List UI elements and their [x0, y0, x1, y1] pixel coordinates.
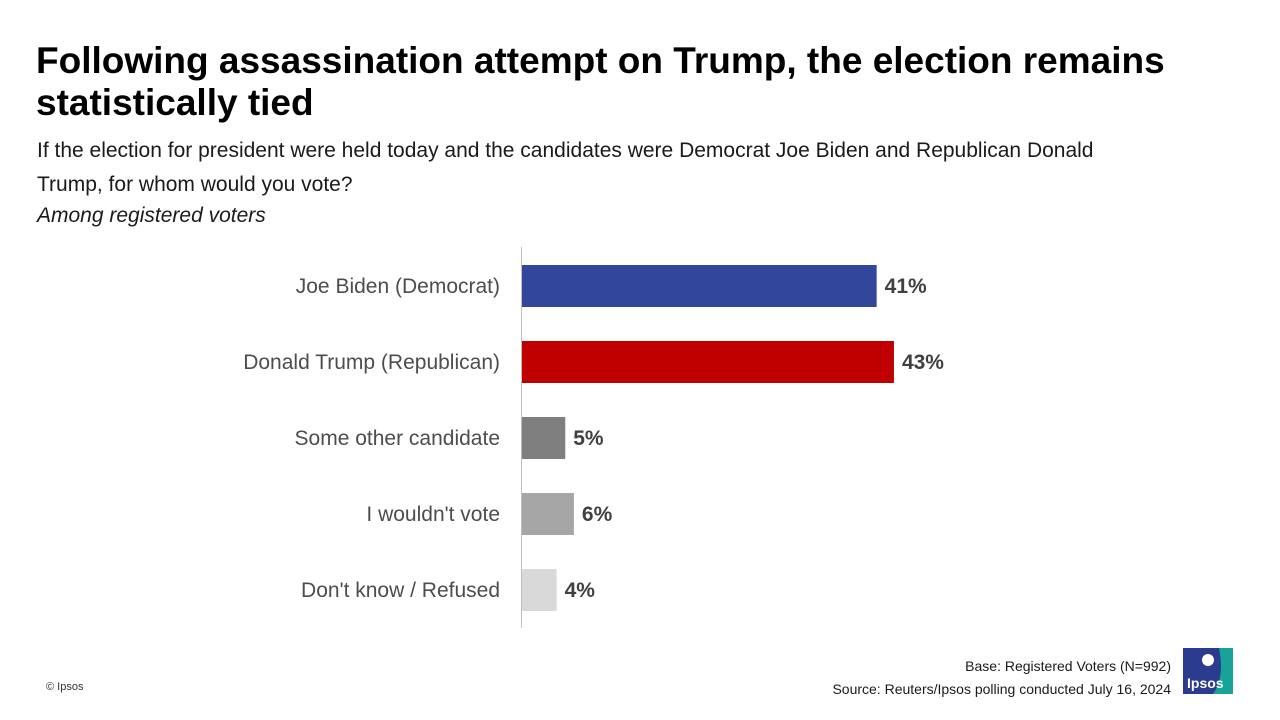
category-label-joe-biden-democrat: Joe Biden (Democrat): [296, 275, 500, 298]
category-label-i-wouldn-t-vote: I wouldn't vote: [366, 503, 500, 526]
value-label-donald-trump-republican: 43%: [902, 351, 944, 374]
logo-dot: [1202, 654, 1214, 666]
footer-source: Source: Reuters/Ipsos polling conducted …: [832, 681, 1171, 697]
category-label-donald-trump-republican: Donald Trump (Republican): [243, 351, 500, 374]
bar-i-wouldn-t-vote: [522, 493, 574, 535]
footer-base: Base: Registered Voters (N=992): [965, 658, 1171, 674]
value-label-some-other-candidate: 5%: [573, 427, 604, 450]
bar-joe-biden-democrat: [522, 265, 877, 307]
category-label-some-other-candidate: Some other candidate: [295, 427, 500, 450]
base-note: Among registered voters: [37, 204, 266, 227]
bar-some-other-candidate: [522, 417, 566, 459]
chart-subtitle: If the election for president were held …: [37, 139, 1094, 196]
bar-donald-trump-republican: [522, 341, 894, 383]
footer: Base: Registered Voters (N=992) Source: …: [832, 655, 1171, 701]
category-label-don-t-know-refused: Don't know / Refused: [301, 579, 500, 602]
value-label-joe-biden-democrat: 41%: [885, 275, 927, 298]
logo-text: Ipsos: [1187, 675, 1224, 691]
copyright: © Ipsos: [46, 681, 84, 693]
chart-title: Following assassination attempt on Trump…: [36, 40, 1165, 123]
bars-group: Joe Biden (Democrat) 41% Donald Trump (Rep…: [243, 265, 944, 611]
logo-accent: [1213, 648, 1233, 694]
ipsos-logo: Ipsos: [1183, 648, 1233, 694]
value-label-don-t-know-refused: 4%: [565, 579, 596, 602]
value-label-i-wouldn-t-vote: 6%: [582, 503, 613, 526]
bar-don-t-know-refused: [522, 569, 557, 611]
